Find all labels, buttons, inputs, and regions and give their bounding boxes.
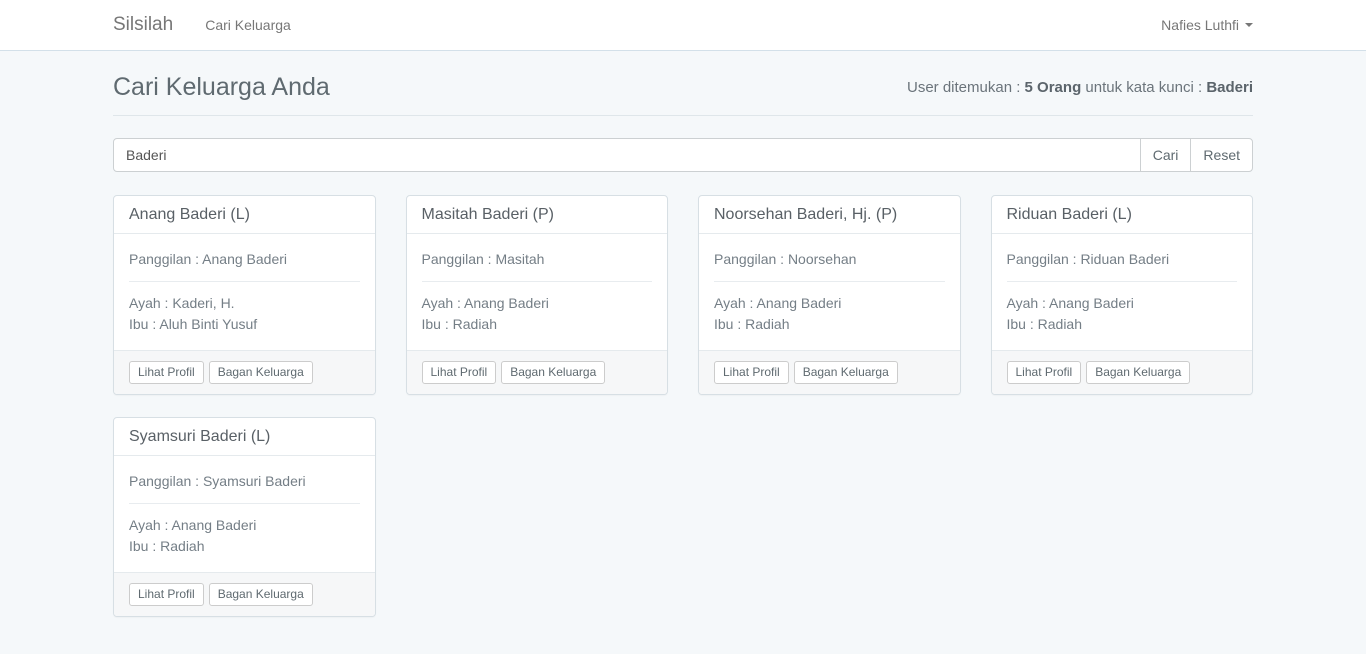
- person-father: Ayah : Kaderi, H.: [129, 294, 235, 311]
- person-details: Panggilan : Syamsuri Baderi Ayah : Anang…: [114, 456, 375, 572]
- person-card: Noorsehan Baderi, Hj. (P) Panggilan : No…: [698, 194, 961, 395]
- person-name: Anang Baderi (L): [114, 196, 375, 234]
- person-name: Syamsuri Baderi (L): [114, 418, 375, 456]
- card-actions: Lihat Profil Bagan Keluarga: [114, 571, 375, 616]
- bagan-keluarga-button[interactable]: Bagan Keluarga: [1086, 360, 1191, 384]
- user-name: Nafies Luthfi: [1161, 17, 1239, 33]
- person-details: Panggilan : Anang Baderi Ayah : Kaderi, …: [114, 234, 375, 350]
- results-grid: Anang Baderi (L) Panggilan : Anang Bader…: [98, 194, 1269, 639]
- person-mother: Ibu : Radiah: [421, 315, 498, 332]
- person-mother: Ibu : Aluh Binti Yusuf: [129, 315, 258, 332]
- person-mother: Ibu : Radiah: [1006, 315, 1083, 332]
- bagan-keluarga-button[interactable]: Bagan Keluarga: [501, 360, 606, 384]
- card-actions: Lihat Profil Bagan Keluarga: [991, 349, 1252, 394]
- page-header: Cari Keluarga Anda User ditemukan : 5 Or…: [113, 73, 1253, 116]
- card-column: Riduan Baderi (L) Panggilan : Riduan Bad…: [976, 194, 1269, 395]
- person-name: Masitah Baderi (P): [406, 196, 667, 234]
- card-column: Syamsuri Baderi (L) Panggilan : Syamsuri…: [98, 416, 391, 617]
- person-nickname: Panggilan : Anang Baderi: [129, 250, 288, 267]
- person-name: Noorsehan Baderi, Hj. (P): [699, 196, 960, 234]
- person-details: Panggilan : Masitah Ayah : Anang Baderi …: [407, 234, 668, 350]
- divider: [421, 280, 652, 282]
- lihat-profil-button[interactable]: Lihat Profil: [1006, 360, 1082, 384]
- person-details: Panggilan : Noorsehan Ayah : Anang Bader…: [699, 234, 960, 350]
- card-column: Anang Baderi (L) Panggilan : Anang Bader…: [98, 194, 391, 395]
- reset-button[interactable]: Reset: [1190, 137, 1253, 172]
- person-card: Anang Baderi (L) Panggilan : Anang Bader…: [113, 194, 376, 395]
- person-father: Ayah : Anang Baderi: [714, 294, 842, 311]
- person-details: Panggilan : Riduan Baderi Ayah : Anang B…: [992, 234, 1253, 350]
- person-nickname: Panggilan : Syamsuri Baderi: [129, 472, 306, 489]
- person-mother: Ibu : Radiah: [129, 537, 205, 554]
- person-card: Masitah Baderi (P) Panggilan : Masitah A…: [405, 194, 668, 395]
- person-father: Ayah : Anang Baderi: [1006, 294, 1134, 311]
- card-actions: Lihat Profil Bagan Keluarga: [406, 349, 667, 394]
- person-name: Riduan Baderi (L): [991, 196, 1252, 234]
- navbar: Silsilah Cari Keluarga Nafies Luthfi: [0, 0, 1366, 51]
- lihat-profil-button[interactable]: Lihat Profil: [421, 360, 497, 384]
- lihat-profil-button[interactable]: Lihat Profil: [129, 360, 204, 384]
- person-card: Syamsuri Baderi (L) Panggilan : Syamsuri…: [113, 416, 376, 617]
- person-nickname: Panggilan : Masitah: [421, 250, 545, 267]
- result-count: 5 Orang: [1024, 79, 1082, 97]
- nav-link-cari-keluarga[interactable]: Cari Keluarga: [205, 17, 291, 33]
- person-nickname: Panggilan : Riduan Baderi: [1006, 250, 1170, 267]
- result-prefix: User ditemukan :: [907, 79, 1025, 97]
- person-nickname: Panggilan : Noorsehan: [714, 250, 857, 267]
- person-father: Ayah : Anang Baderi: [129, 516, 257, 533]
- user-dropdown-toggle[interactable]: Nafies Luthfi: [1161, 17, 1253, 33]
- bagan-keluarga-button[interactable]: Bagan Keluarga: [208, 360, 313, 384]
- result-keyword: Baderi: [1206, 79, 1253, 97]
- result-middle: untuk kata kunci :: [1081, 79, 1207, 97]
- search-input[interactable]: [113, 137, 1141, 172]
- page-title: Cari Keluarga Anda: [113, 73, 330, 101]
- lihat-profil-button[interactable]: Lihat Profil: [714, 360, 789, 384]
- bagan-keluarga-button[interactable]: Bagan Keluarga: [208, 582, 313, 606]
- card-column: Masitah Baderi (P) Panggilan : Masitah A…: [391, 194, 684, 395]
- card-actions: Lihat Profil Bagan Keluarga: [699, 349, 960, 394]
- divider: [129, 502, 360, 504]
- divider: [1006, 280, 1237, 282]
- divider: [129, 280, 360, 282]
- search-result-summary: User ditemukan : 5 Orang untuk kata kunc…: [907, 79, 1253, 96]
- cari-button[interactable]: Cari: [1139, 137, 1192, 172]
- lihat-profil-button[interactable]: Lihat Profil: [129, 582, 204, 606]
- card-column: Noorsehan Baderi, Hj. (P) Panggilan : No…: [683, 194, 976, 395]
- card-actions: Lihat Profil Bagan Keluarga: [114, 349, 375, 394]
- brand-link[interactable]: Silsilah: [113, 14, 174, 35]
- person-mother: Ibu : Radiah: [714, 315, 790, 332]
- person-father: Ayah : Anang Baderi: [421, 294, 549, 311]
- person-card: Riduan Baderi (L) Panggilan : Riduan Bad…: [990, 194, 1253, 395]
- search-form: Cari Reset: [113, 137, 1253, 172]
- bagan-keluarga-button[interactable]: Bagan Keluarga: [793, 360, 898, 384]
- divider: [714, 280, 945, 282]
- caret-down-icon: [1245, 23, 1253, 27]
